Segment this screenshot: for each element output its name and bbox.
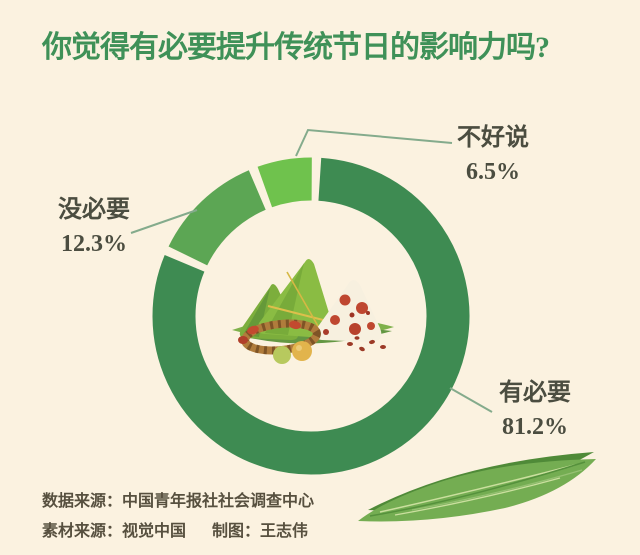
bamboo-leaf-illustration xyxy=(358,452,596,522)
slice-value: 6.5% xyxy=(466,159,520,185)
slice-label: 有必要 xyxy=(499,380,571,406)
donut-segments xyxy=(152,157,470,475)
slice-label: 没必要 xyxy=(58,197,130,223)
slice-callout-meibiyao: 没必要 12.3% xyxy=(32,193,156,261)
page-title: 你觉得有必要提升传统节日的影响力吗? xyxy=(42,31,550,64)
donut-segment-buhaoshuo xyxy=(257,157,313,208)
leader-line-meibiyao xyxy=(130,209,198,234)
chart-author: 制图：王志伟 xyxy=(212,523,309,540)
source-credits: 数据来源：中国青年报社社会调查中心 素材来源：视觉中国 制图：王志伟 xyxy=(42,487,334,547)
slice-value: 81.2% xyxy=(502,414,568,440)
slice-callout-buhaoshuo: 不好说 6.5% xyxy=(433,121,553,189)
slice-value: 12.3% xyxy=(61,231,127,257)
donut-segment-meibiyao xyxy=(168,170,267,266)
slice-label: 不好说 xyxy=(457,125,529,151)
leader-line-youbiyao xyxy=(449,387,493,413)
slice-callout-youbiyao: 有必要 81.2% xyxy=(474,376,596,444)
leader-line-buhaoshuo xyxy=(295,128,453,157)
material-source: 素材来源：视觉中国 xyxy=(42,523,187,540)
donut-segment-youbiyao xyxy=(152,157,470,475)
zongzi-illustration xyxy=(232,258,394,364)
data-source-line: 数据来源：中国青年报社社会调查中心 xyxy=(42,493,315,510)
material-source-line: 素材来源：视觉中国 制图：王志伟 xyxy=(42,517,334,547)
